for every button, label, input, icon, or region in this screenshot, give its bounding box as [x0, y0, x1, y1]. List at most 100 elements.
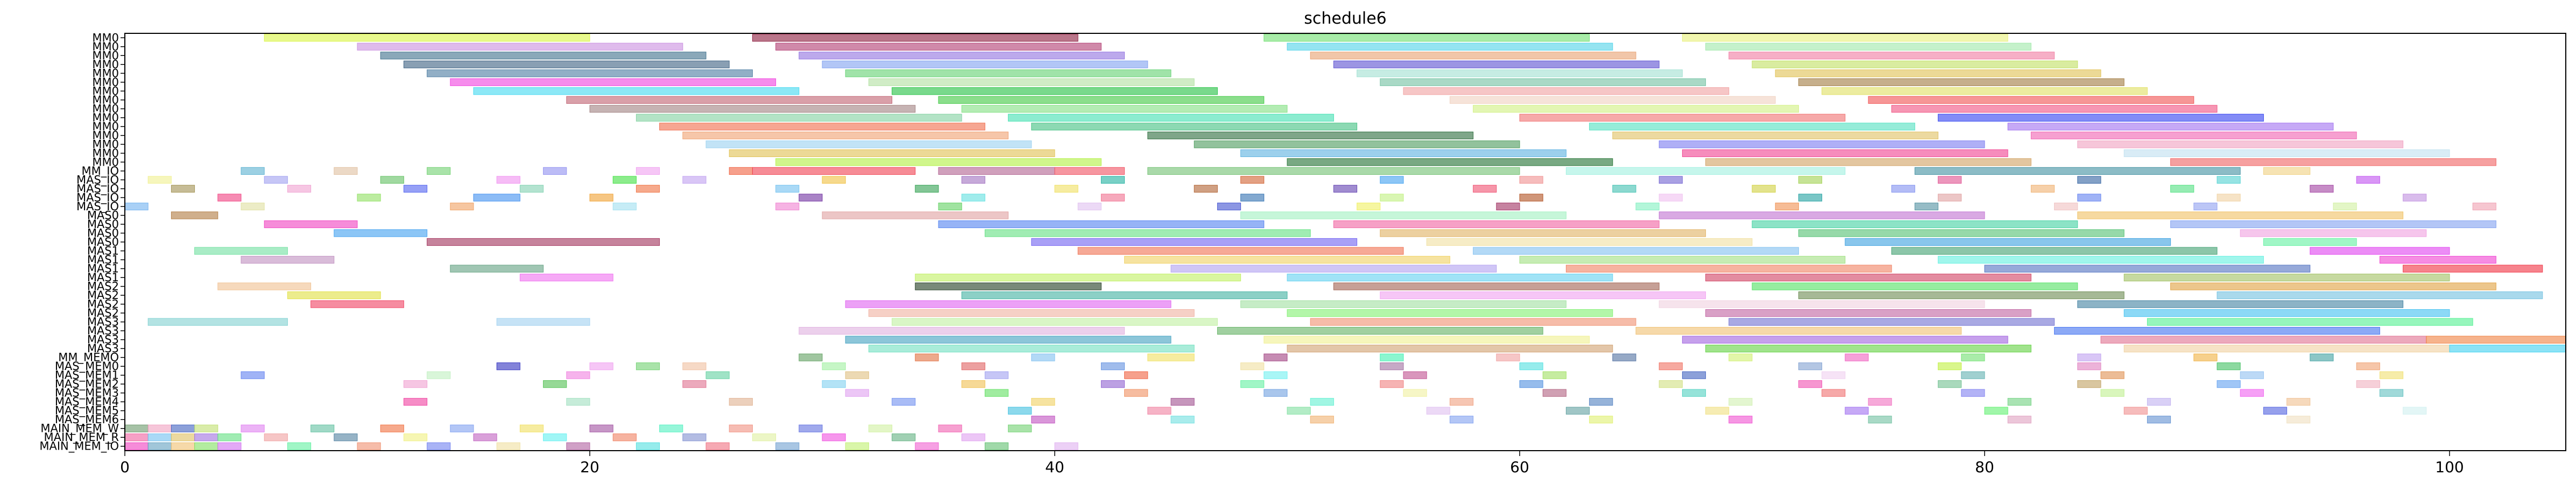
gantt-bar — [217, 433, 242, 442]
gantt-bar — [938, 220, 1265, 229]
gantt-bar — [1449, 416, 1474, 424]
y-tick-label: MAS_IO — [76, 200, 119, 213]
gantt-bar — [1682, 336, 2008, 344]
gantt-bar — [2077, 140, 2404, 148]
y-tick-label: MM0 — [92, 40, 119, 53]
y-tick-label: MM0 — [92, 111, 119, 124]
gantt-bar — [1240, 211, 1566, 219]
gantt-bar — [1310, 398, 1334, 406]
gantt-bar — [1658, 176, 1683, 184]
y-tick-label: MAS3 — [87, 333, 119, 346]
gantt-bar — [1705, 42, 2031, 51]
gantt-bar — [1868, 96, 2194, 104]
y-tick-label: MAS_MEM3 — [55, 387, 119, 400]
gantt-bar — [845, 69, 1171, 77]
gantt-bar — [2310, 247, 2450, 255]
gantt-bar — [1310, 52, 1636, 60]
gantt-bar — [496, 318, 590, 326]
gantt-bar — [2100, 336, 2427, 344]
gantt-bar — [1333, 282, 1660, 290]
gantt-bar — [2286, 416, 2311, 424]
gantt-bar — [1961, 353, 1985, 361]
gantt-bar — [1264, 336, 1590, 344]
gantt-bar — [2007, 398, 2031, 406]
gantt-bar — [2170, 158, 2496, 166]
gantt-bar — [612, 433, 637, 442]
y-tick-label: MAS2 — [87, 298, 119, 311]
gantt-bar — [2240, 371, 2264, 379]
gantt-bar — [334, 433, 358, 442]
gantt-bar — [1705, 407, 1730, 415]
gantt-bar — [450, 202, 474, 211]
gantt-bar — [1054, 442, 1078, 450]
gantt-bar — [217, 282, 312, 290]
gantt-bar — [2449, 345, 2566, 353]
y-tick-label: MM0 — [92, 31, 119, 44]
gantt-bar — [938, 167, 1055, 175]
gantt-bar — [915, 442, 939, 450]
gantt-bar — [2310, 353, 2334, 361]
gantt-bar — [1240, 149, 1566, 157]
gantt-bar — [1542, 389, 1566, 397]
gantt-bar — [1519, 194, 1543, 202]
gantt-bar — [1705, 309, 2031, 317]
gantt-bar — [1519, 255, 1846, 264]
gantt-bar — [1705, 158, 2031, 166]
gantt-bar — [1519, 362, 1543, 371]
gantt-bar — [1031, 416, 1055, 424]
gantt-bar — [752, 34, 1078, 42]
gantt-bar — [589, 424, 613, 432]
gantt-bar — [1031, 353, 1055, 361]
gantt-bar — [566, 371, 590, 379]
x-tick-label: 100 — [2435, 458, 2464, 476]
gantt-bar — [2356, 362, 2380, 371]
gantt-bar — [1938, 380, 1962, 388]
gantt-bar — [2333, 202, 2357, 211]
gantt-bar — [1682, 34, 2008, 42]
gantt-bar — [682, 362, 707, 371]
gantt-bar — [1984, 407, 2008, 415]
gantt-bar — [1914, 202, 1939, 211]
gantt-bar — [1798, 78, 2125, 86]
gantt-bar — [2054, 202, 2078, 211]
gantt-bar — [1031, 238, 1358, 246]
gantt-bar — [1124, 371, 1148, 379]
gantt-bar — [2054, 327, 2380, 335]
gantt-bar — [124, 442, 149, 450]
y-tick-label: MAS1 — [87, 253, 119, 266]
gantt-bar — [1752, 282, 2078, 290]
gantt-bar — [2379, 255, 2496, 264]
gantt-bar — [241, 424, 265, 432]
gantt-bar — [961, 291, 1288, 300]
gantt-bar — [1822, 389, 1846, 397]
gantt-bar — [682, 433, 707, 442]
gantt-bar — [1868, 398, 1892, 406]
gantt-bar — [822, 380, 846, 388]
y-tick-label: MAS0 — [87, 226, 119, 239]
gantt-bar — [845, 389, 869, 397]
gantt-bar — [868, 309, 1195, 317]
gantt-bar — [729, 149, 1055, 157]
gantt-bar — [241, 255, 335, 264]
gantt-bar — [1728, 353, 1753, 361]
gantt-bar — [1380, 291, 1706, 300]
gantt-bar — [2147, 398, 2171, 406]
gantt-bar — [287, 442, 312, 450]
gantt-bar — [427, 442, 451, 450]
y-tick-label: MM0 — [92, 102, 119, 115]
y-tick-label: MM0 — [92, 94, 119, 106]
gantt-bar — [1798, 194, 1823, 202]
y-tick-label: MAIN_MEM_W — [40, 422, 119, 436]
gantt-bar — [1519, 113, 1846, 122]
gantt-bar — [799, 327, 1125, 335]
x-tick-label: 0 — [120, 458, 130, 476]
gantt-bar — [775, 442, 800, 450]
gantt-bar — [1798, 380, 1823, 388]
y-tick-label: MAS2 — [87, 289, 119, 302]
gantt-bar — [752, 167, 916, 175]
y-tick-label: MM0 — [92, 120, 119, 133]
gantt-bar — [2356, 176, 2380, 184]
gantt-bar — [2170, 220, 2496, 229]
y-tick-label: MM_IO — [82, 165, 119, 178]
gantt-bar — [1287, 42, 1613, 51]
